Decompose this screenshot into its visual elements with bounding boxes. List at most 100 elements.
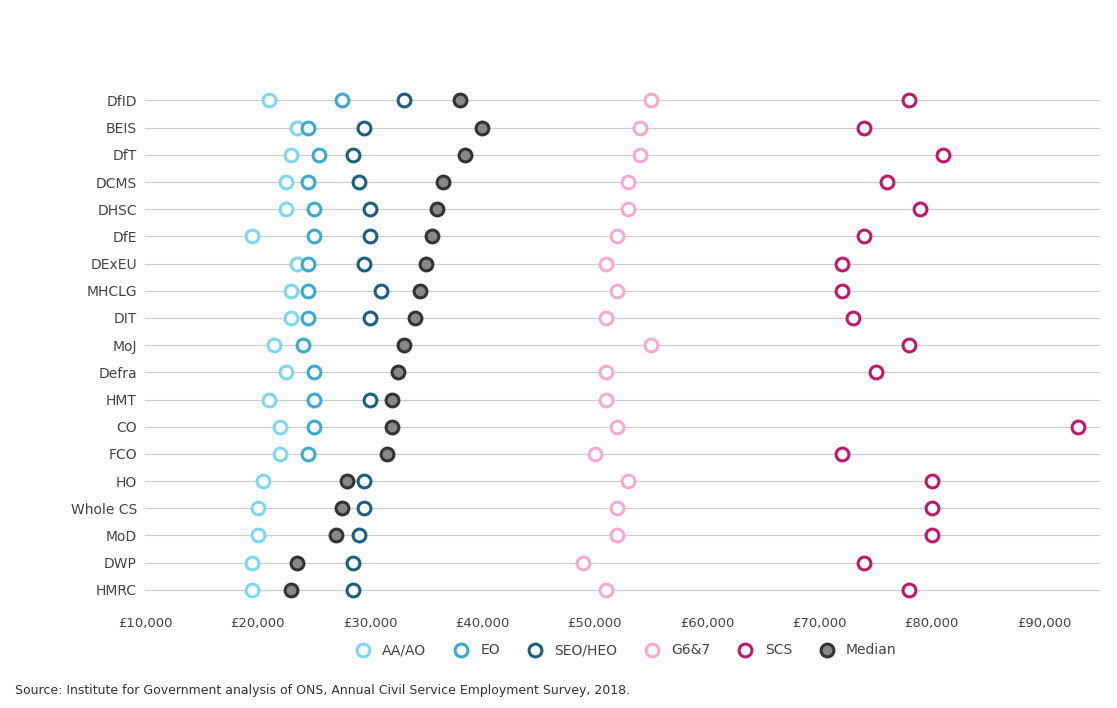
Point xyxy=(405,312,423,324)
Text: Source: Institute for Government analysis of ONS, Annual Civil Service Employmen: Source: Institute for Government analysi… xyxy=(15,684,630,697)
Point xyxy=(596,258,614,269)
Point xyxy=(277,176,295,188)
Point xyxy=(411,285,429,297)
Point xyxy=(642,339,660,350)
Point xyxy=(372,285,390,297)
Point xyxy=(620,476,638,487)
Point xyxy=(333,503,351,514)
Point xyxy=(900,95,918,106)
Point xyxy=(260,95,278,106)
Point xyxy=(327,530,345,541)
Point xyxy=(900,584,918,595)
Point xyxy=(299,285,317,297)
Point xyxy=(249,503,267,514)
Point xyxy=(305,421,323,433)
Point xyxy=(271,448,289,459)
Point xyxy=(911,203,929,215)
Point xyxy=(900,339,918,350)
Point xyxy=(394,95,412,106)
Point xyxy=(294,339,312,350)
Point xyxy=(244,584,261,595)
Point xyxy=(288,258,306,269)
Point xyxy=(355,476,373,487)
Point xyxy=(305,367,323,378)
Point xyxy=(867,367,885,378)
Point xyxy=(923,503,941,514)
Point xyxy=(608,231,626,242)
Point xyxy=(596,584,614,595)
Point xyxy=(361,312,379,324)
Point xyxy=(844,312,862,324)
Point xyxy=(344,557,362,569)
Point xyxy=(344,149,362,161)
Point xyxy=(833,285,851,297)
Point xyxy=(451,95,469,106)
Point xyxy=(934,149,952,161)
Point xyxy=(923,530,941,541)
Point xyxy=(608,503,626,514)
Legend: AA/AO, EO, SEO/HEO, G6&7, SCS, Median: AA/AO, EO, SEO/HEO, G6&7, SCS, Median xyxy=(343,637,903,663)
Point xyxy=(355,258,373,269)
Point xyxy=(266,339,284,350)
Point xyxy=(474,122,491,133)
Point xyxy=(288,122,306,133)
Point xyxy=(260,394,278,405)
Point xyxy=(277,367,295,378)
Point xyxy=(283,584,300,595)
Point xyxy=(878,176,896,188)
Point xyxy=(299,176,317,188)
Point xyxy=(383,394,401,405)
Point xyxy=(355,122,373,133)
Point xyxy=(299,312,317,324)
Point xyxy=(596,394,614,405)
Point xyxy=(299,448,317,459)
Point xyxy=(596,367,614,378)
Point xyxy=(249,530,267,541)
Point xyxy=(244,557,261,569)
Point xyxy=(338,476,356,487)
Point xyxy=(923,476,941,487)
Point xyxy=(574,557,592,569)
Point xyxy=(620,176,638,188)
Point xyxy=(350,176,367,188)
Point xyxy=(608,285,626,297)
Point xyxy=(311,149,328,161)
Point xyxy=(305,394,323,405)
Point xyxy=(422,231,440,242)
Point xyxy=(457,149,475,161)
Point xyxy=(435,176,452,188)
Point xyxy=(378,448,395,459)
Point xyxy=(856,231,873,242)
Point xyxy=(833,258,851,269)
Point xyxy=(305,231,323,242)
Text: IfG: IfG xyxy=(1043,23,1092,52)
Point xyxy=(255,476,273,487)
Point xyxy=(299,258,317,269)
Point xyxy=(361,231,379,242)
Point xyxy=(271,421,289,433)
Point xyxy=(585,448,603,459)
Point xyxy=(417,258,435,269)
Point xyxy=(389,367,407,378)
Point xyxy=(305,203,323,215)
Point xyxy=(288,557,306,569)
Point xyxy=(856,557,873,569)
Point xyxy=(608,530,626,541)
Point xyxy=(283,285,300,297)
Point xyxy=(608,421,626,433)
Point xyxy=(620,203,638,215)
Point xyxy=(394,339,412,350)
Point xyxy=(833,448,851,459)
Point xyxy=(856,122,873,133)
Point xyxy=(299,122,317,133)
Point xyxy=(642,95,660,106)
Point xyxy=(1069,421,1087,433)
Point xyxy=(596,312,614,324)
Point xyxy=(344,584,362,595)
Point xyxy=(350,530,367,541)
Point xyxy=(361,203,379,215)
Point xyxy=(429,203,447,215)
Point xyxy=(244,231,261,242)
Point xyxy=(361,394,379,405)
Point xyxy=(283,312,300,324)
